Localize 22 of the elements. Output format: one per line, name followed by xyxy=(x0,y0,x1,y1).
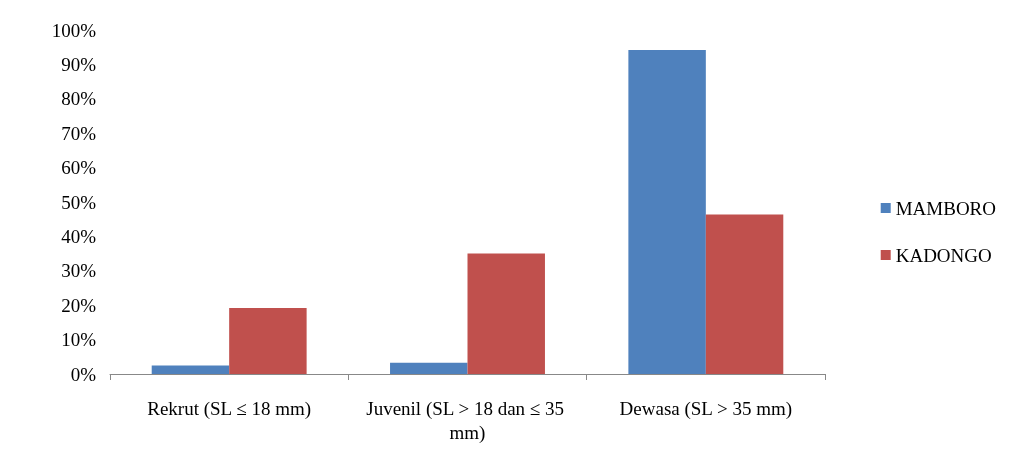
bar xyxy=(151,365,230,374)
bar xyxy=(705,214,784,374)
y-tick-label: 50% xyxy=(61,191,97,213)
legend-label: KADONGO xyxy=(895,244,992,266)
y-tick-label: 100% xyxy=(51,19,97,41)
y-tick-label: 90% xyxy=(61,53,97,75)
y-tick-label: 10% xyxy=(61,329,97,351)
x-tick-label: Rekrut (SL ≤ 18 mm) xyxy=(147,397,312,420)
bar xyxy=(467,253,545,374)
x-tick-label: Juvenil (SL > 18 dan ≤ 35 mm) xyxy=(366,397,569,444)
x-tick-label: Dewasa (SL > 35 mm) xyxy=(619,397,793,420)
y-tick-label: 70% xyxy=(61,122,97,144)
y-tick-label: 60% xyxy=(61,157,97,179)
y-tick-label: 30% xyxy=(61,260,97,282)
bar xyxy=(390,362,468,374)
y-tick-label: 0% xyxy=(70,363,97,385)
bar xyxy=(229,307,307,374)
legend-label: MAMBORO xyxy=(895,197,997,219)
bar xyxy=(628,49,706,374)
y-tick-label: 80% xyxy=(61,88,97,110)
y-tick-label: 20% xyxy=(61,294,97,316)
y-tick-label: 40% xyxy=(61,225,97,247)
